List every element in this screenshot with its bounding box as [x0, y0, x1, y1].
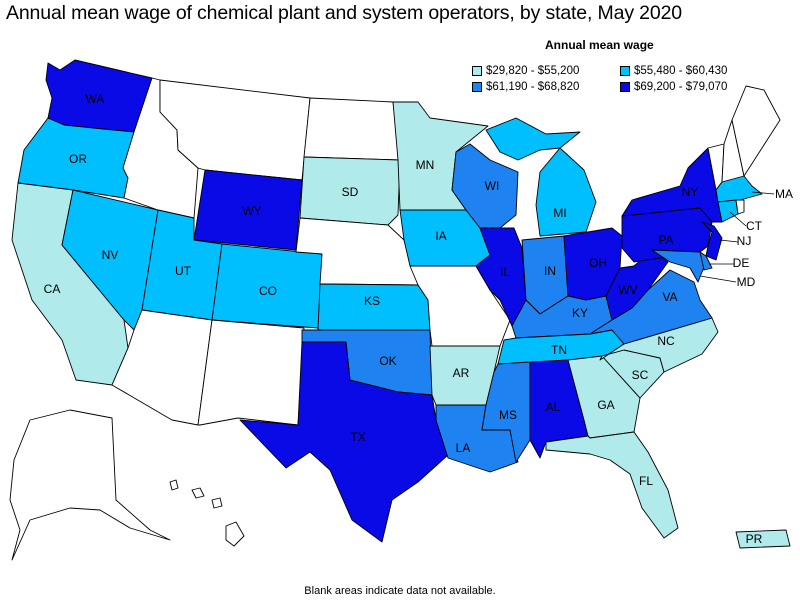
- label-NV: NV: [102, 248, 119, 262]
- label-TX: TX: [350, 430, 365, 444]
- label-IN: IN: [544, 264, 556, 278]
- state-CT[interactable]: [717, 199, 739, 223]
- label-VA: VA: [662, 290, 677, 304]
- state-NY[interactable]: [621, 147, 723, 223]
- territory-PR[interactable]: [735, 529, 791, 549]
- label-WY: WY: [242, 204, 261, 218]
- state-WI[interactable]: [451, 143, 519, 229]
- leader-ct: [729, 211, 747, 227]
- map-title: Annual mean wage of chemical plant and s…: [6, 2, 682, 24]
- state-AK[interactable]: [9, 409, 171, 561]
- legend-swatch-1: [472, 66, 482, 76]
- state-MI[interactable]: [535, 147, 597, 237]
- label-OR: OR: [69, 152, 87, 166]
- label-PA: PA: [658, 233, 673, 247]
- label-OK: OK: [379, 354, 396, 368]
- leader-ma: [751, 191, 775, 195]
- state-HI[interactable]: [169, 479, 245, 547]
- state-SD[interactable]: [299, 156, 401, 226]
- state-DE[interactable]: [699, 251, 713, 271]
- state-WV[interactable]: [605, 249, 669, 321]
- label-AL: AL: [546, 400, 561, 414]
- label-FL: FL: [639, 474, 653, 488]
- legend-item-4: $69,200 - $79,070: [620, 81, 727, 93]
- label-MD: MD: [737, 275, 756, 289]
- label-KY: KY: [572, 306, 588, 320]
- label-DE: DE: [733, 256, 750, 270]
- footnote: Blank areas indicate data not available.: [304, 585, 496, 597]
- label-MA: MA: [775, 187, 793, 201]
- label-IA: IA: [435, 229, 446, 243]
- label-GA: GA: [597, 398, 614, 412]
- label-NC: NC: [657, 334, 675, 348]
- legend-label-2: $55,480 - $60,430: [634, 65, 728, 77]
- label-WA: WA: [86, 92, 105, 106]
- label-WV: WV: [618, 283, 637, 297]
- state-RI[interactable]: [735, 199, 745, 215]
- label-CT: CT: [746, 219, 763, 233]
- legend-swatch-2: [620, 66, 630, 76]
- legend-label-1: $29,820 - $55,200: [486, 65, 580, 77]
- label-MN: MN: [416, 158, 435, 172]
- label-KS: KS: [364, 294, 380, 308]
- legend-item-1: $29,820 - $55,200: [472, 65, 579, 77]
- label-CO: CO: [259, 284, 277, 298]
- legend-label-3: $61,190 - $68,820: [486, 81, 580, 93]
- state-IL[interactable]: [475, 227, 527, 327]
- label-NY: NY: [682, 185, 699, 199]
- label-TN: TN: [551, 343, 567, 357]
- leader-nj: [719, 239, 739, 243]
- legend-item-3: $61,190 - $68,820: [472, 81, 579, 93]
- label-CA: CA: [44, 282, 61, 296]
- state-AZ[interactable]: [111, 309, 213, 426]
- legend-label-4: $69,200 - $79,070: [634, 81, 728, 93]
- label-MI: MI: [553, 206, 566, 220]
- state-TX[interactable]: [239, 341, 449, 543]
- legend-swatch-3: [472, 82, 482, 92]
- state-ND[interactable]: [303, 97, 401, 161]
- label-MS: MS: [499, 408, 517, 422]
- label-SD: SD: [342, 185, 359, 199]
- label-OH: OH: [589, 256, 607, 270]
- state-NJ[interactable]: [701, 221, 723, 261]
- label-SC: SC: [632, 368, 649, 382]
- state-NM[interactable]: [197, 319, 305, 426]
- label-IL: IL: [500, 265, 510, 279]
- legend-swatch-4: [620, 82, 630, 92]
- label-PR: PR: [746, 532, 763, 546]
- leader-md: [699, 275, 737, 283]
- label-AR: AR: [453, 366, 470, 380]
- label-NJ: NJ: [737, 234, 752, 248]
- state-FL[interactable]: [545, 431, 679, 539]
- label-LA: LA: [456, 441, 471, 455]
- legend-item-2: $55,480 - $60,430: [620, 65, 727, 77]
- state-MI-upper[interactable]: [485, 117, 581, 161]
- label-UT: UT: [175, 264, 192, 278]
- legend-title: Annual mean wage: [545, 38, 654, 52]
- label-WI: WI: [485, 179, 500, 193]
